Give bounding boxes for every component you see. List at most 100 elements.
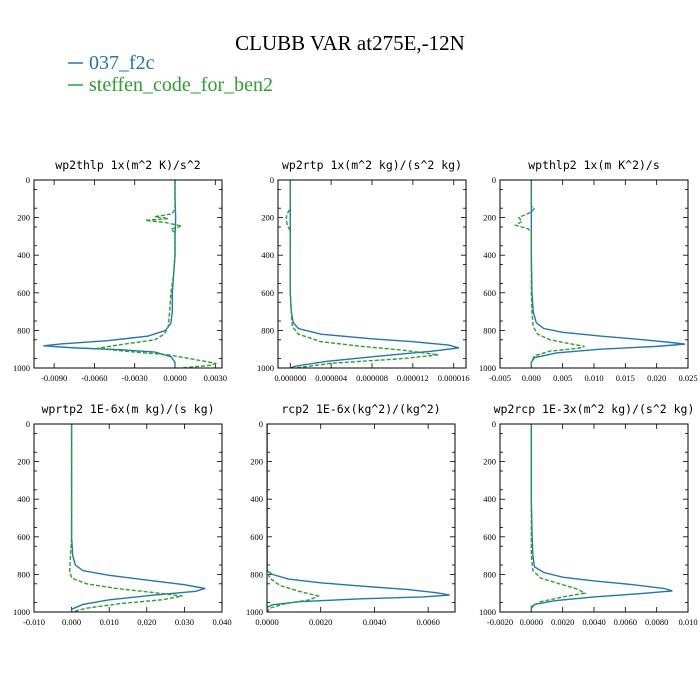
x-tick-label: -0.0090 [41,373,67,383]
panel-title: rcp2 1E-6x(kg^2)/(kg^2) [281,402,440,416]
legend: 037_f2c steffen_code_for_ben2 [68,52,273,96]
y-tick-label: 200 [17,457,30,467]
panel-title: wp2rtp 1x(m^2 kg)/(s^2 kg) [282,158,462,172]
series-line-037_f2c [70,424,206,612]
y-tick-label: 600 [483,532,496,542]
y-tick-label: 200 [483,213,496,223]
y-tick-label: 1000 [13,363,30,373]
y-tick-label: 400 [483,494,496,504]
x-tick-label: -0.005 [489,373,511,383]
x-tick-label: 0.0040 [582,617,605,627]
y-tick-label: 200 [250,457,263,467]
panel-5: rcp2 1E-6x(kg^2)/(kg^2) 0 200 400 600 800 1000… [246,402,456,627]
x-tick-label: 0.0000 [255,617,278,627]
x-tick-label: 0.020 [137,617,156,627]
y-tick-label: 400 [483,250,496,260]
x-tick-label: 0.000012 [397,373,429,383]
plot-frame [33,423,223,613]
x-tick-label: 0.0060 [614,617,637,627]
y-tick-label: 400 [17,494,30,504]
series-line-037_f2c [267,424,450,612]
y-tick-label: 400 [250,494,263,504]
y-tick-label: 600 [261,288,274,298]
x-tick-label: -0.0020 [487,617,513,627]
x-tick-label: 0.000 [62,617,81,627]
series-line-037_f2c [43,180,177,368]
x-tick-label: 0.000016 [438,373,470,383]
x-tick-label: 0.0020 [309,617,332,627]
y-tick-label: 800 [483,569,496,579]
legend-label-037_f2c: 037_f2c [89,52,155,74]
panel-4: wprtp2 1E-6x(m kg)/(s kg) 0 200 400 600 800 10… [13,402,232,627]
panels: wp2thlp 1x(m^2 K)/s^202004006008001000-0… [13,158,698,627]
x-tick-label: 0.010 [678,617,697,627]
y-tick-label: 0 [26,175,30,185]
panel-1: wp2thlp 1x(m^2 K)/s^2 0 200 400 600 800 1000 -0… [13,158,227,383]
x-tick-label: 0.000008 [356,373,388,383]
x-tick-label: 0.025 [678,373,697,383]
x-tick-label: 0.0060 [416,617,439,627]
y-tick-label: 200 [261,213,274,223]
x-tick-label: 0.020 [647,373,666,383]
x-tick-label: -0.010 [23,617,45,627]
panel-2: wp2rtp 1x(m^2 kg)/(s^2 kg) 0 200 400 600 800 1… [257,158,470,383]
y-tick-label: 800 [17,569,30,579]
y-tick-label: 0 [492,419,496,429]
y-tick-label: 1000 [257,363,274,373]
x-tick-label: 0.040 [212,617,231,627]
series-line-steffen [267,424,321,612]
x-tick-label: 0.0000 [163,373,186,383]
panel-title: wpthlp2 1x(m K^2)/s [528,158,660,172]
plot-frame [33,179,223,369]
y-tick-label: 200 [483,457,496,467]
panel-title: wp2rcp 1E-3x(m^2 kg)/(s^2 kg) [494,402,695,416]
x-tick-label: 0.0000 [520,617,543,627]
series-line-steffen [513,180,585,368]
panel-title: wp2thlp 1x(m^2 K)/s^2 [55,158,200,172]
y-tick-label: 200 [17,213,30,223]
y-tick-label: 1000 [479,607,496,617]
series-line-steffen [530,424,587,612]
y-tick-label: 800 [17,325,30,335]
plot-frame [266,423,456,613]
x-tick-label: -0.0030 [122,373,148,383]
y-tick-label: 600 [17,532,30,542]
y-tick-label: 0 [259,419,263,429]
series-line-037_f2c [530,424,673,612]
series-line-steffen [285,180,439,368]
y-tick-label: 1000 [479,363,496,373]
plot-frame [277,179,467,369]
legend-label-steffen: steffen_code_for_ben2 [89,74,273,96]
x-tick-label: 0.000004 [315,373,348,383]
figure-title: CLUBB VAR at275E,-12N [235,31,465,55]
x-tick-label: 0.000000 [274,373,306,383]
series-line-steffen [69,424,183,612]
series-line-steffen [97,180,218,368]
x-tick-label: -0.0060 [81,373,107,383]
y-tick-label: 1000 [13,607,30,617]
y-tick-label: 0 [270,175,274,185]
x-tick-label: 0.010 [100,617,119,627]
x-tick-label: 0.005 [553,373,572,383]
series-line-037_f2c [530,180,685,368]
x-tick-label: 0.0030 [204,373,227,383]
y-tick-label: 800 [261,325,274,335]
y-tick-label: 800 [483,325,496,335]
x-tick-label: 0.030 [175,617,194,627]
y-tick-label: 800 [250,569,263,579]
series-line-037_f2c [289,180,460,368]
panel-3: wpthlp2 1x(m K^2)/s 0 200 400 600 800 1000-0.0… [479,158,698,383]
panel-title: wprtp2 1E-6x(m kg)/(s kg) [41,402,214,416]
y-tick-label: 0 [26,419,30,429]
plot-frame [499,179,689,369]
y-tick-label: 1000 [246,607,263,617]
x-tick-label: 0.0040 [363,617,386,627]
y-tick-label: 400 [17,250,30,260]
x-tick-label: 0.015 [616,373,635,383]
plot-frame [499,423,689,613]
x-tick-label: 0.000 [522,373,541,383]
y-tick-label: 600 [17,288,30,298]
y-tick-label: 0 [492,175,496,185]
y-tick-label: 400 [261,250,274,260]
